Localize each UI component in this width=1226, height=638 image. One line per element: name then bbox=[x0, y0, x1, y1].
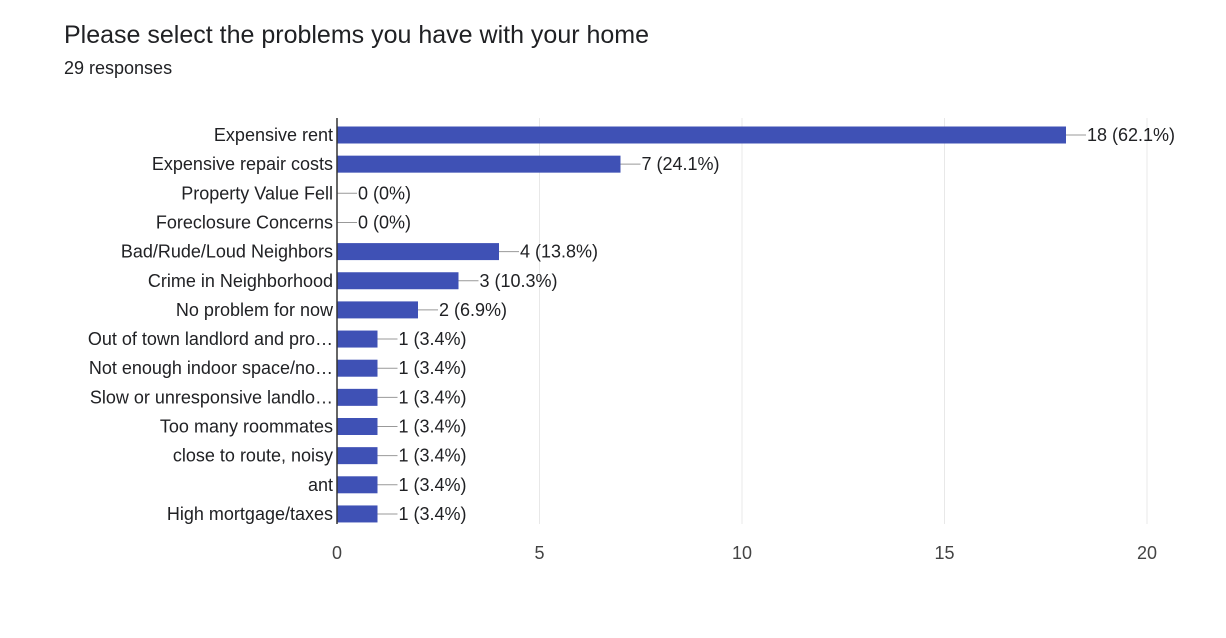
data-label: 4 (13.8%) bbox=[520, 242, 598, 262]
bars bbox=[337, 126, 1066, 523]
bar bbox=[337, 155, 621, 173]
chart-header: Please select the problems you have with… bbox=[64, 18, 649, 80]
category-label: Expensive rent bbox=[214, 125, 333, 145]
category-label: Crime in Neighborhood bbox=[148, 271, 333, 291]
bar bbox=[337, 272, 459, 290]
data-label: 0 (0%) bbox=[358, 212, 411, 232]
category-label: Slow or unresponsive landlo… bbox=[90, 387, 333, 407]
category-label: Out of town landlord and pro… bbox=[88, 329, 333, 349]
bar bbox=[337, 418, 378, 435]
category-label: No problem for now bbox=[176, 300, 334, 320]
data-label: 1 (3.4%) bbox=[399, 329, 467, 349]
data-label: 1 (3.4%) bbox=[399, 387, 467, 407]
category-label: ant bbox=[308, 475, 333, 495]
category-label: Bad/Rude/Loud Neighbors bbox=[121, 242, 333, 262]
bar bbox=[337, 388, 378, 406]
page-title: Please select the problems you have with… bbox=[64, 21, 650, 49]
category-label: Not enough indoor space/no… bbox=[89, 358, 333, 378]
data-label: 1 (3.4%) bbox=[399, 358, 467, 378]
x-tick-label: 15 bbox=[934, 543, 954, 563]
x-tick-label: 20 bbox=[1137, 543, 1157, 563]
bar bbox=[337, 243, 499, 261]
bar bbox=[337, 476, 378, 494]
bar bbox=[337, 301, 418, 319]
category-label: Foreclosure Concerns bbox=[156, 212, 333, 232]
x-tick-label: 10 bbox=[732, 543, 752, 563]
category-labels: Expensive rent Expensive repair costs Prop… bbox=[88, 125, 334, 524]
data-label: 1 (3.4%) bbox=[399, 417, 467, 437]
data-label: 7 (24.1%) bbox=[642, 154, 720, 174]
response-count: 29 responses bbox=[64, 58, 173, 78]
data-label: 3 (10.3%) bbox=[480, 271, 558, 291]
data-label: 1 (3.4%) bbox=[399, 475, 467, 495]
data-label: 1 (3.4%) bbox=[399, 504, 467, 524]
bar bbox=[337, 126, 1066, 144]
bar bbox=[337, 330, 378, 348]
category-label: High mortgage/taxes bbox=[167, 504, 333, 524]
x-tick-label: 5 bbox=[534, 543, 544, 563]
category-label: Expensive repair costs bbox=[152, 154, 333, 174]
category-label: close to route, noisy bbox=[173, 446, 333, 466]
x-tick-label: 0 bbox=[332, 543, 342, 563]
bar bbox=[337, 505, 378, 523]
x-tick-labels: 0 5 10 15 20 bbox=[332, 543, 1157, 563]
category-label: Property Value Fell bbox=[181, 183, 333, 203]
data-label: 0 (0%) bbox=[358, 183, 411, 203]
data-label: 18 (62.1%) bbox=[1087, 125, 1175, 145]
data-labels: 18 (62.1%) 7 (24.1%) 0 (0%) 0 (0%) 4 (13.8%)… bbox=[337, 125, 1175, 524]
data-label: 1 (3.4%) bbox=[399, 446, 467, 466]
data-label: 2 (6.9%) bbox=[439, 300, 507, 320]
gridlines bbox=[539, 118, 1148, 524]
category-label: Too many roommates bbox=[160, 417, 333, 437]
bar bbox=[337, 447, 378, 465]
bar bbox=[337, 359, 378, 377]
